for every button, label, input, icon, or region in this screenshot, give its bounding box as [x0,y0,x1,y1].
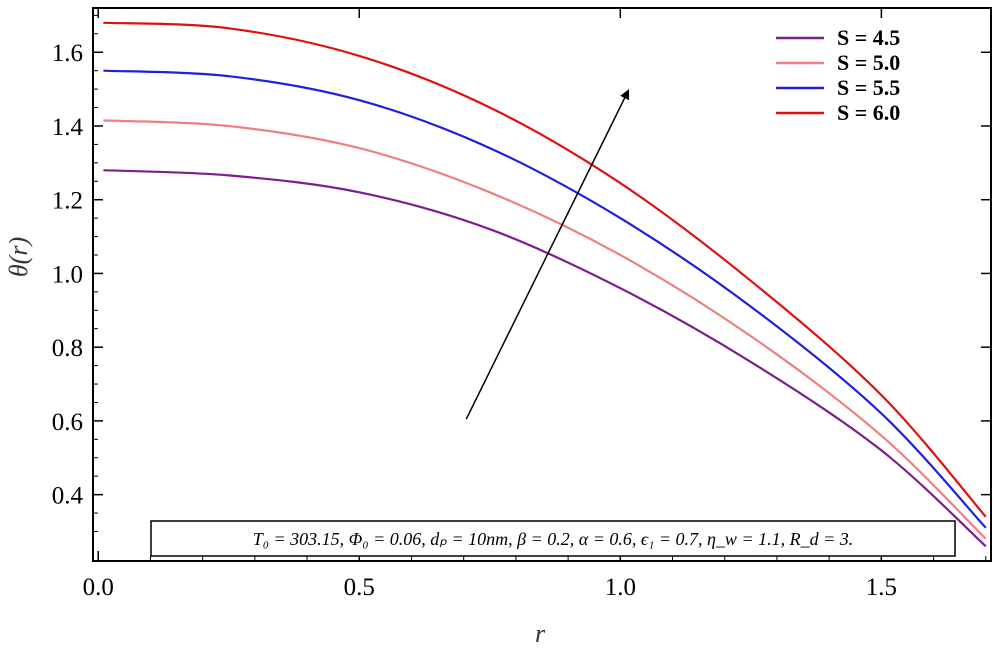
series-lines [103,21,987,548]
y-tick-label: 1.2 [52,188,83,215]
legend-label: S = 4.5 [837,25,900,50]
parameters-box: T₀ = 303.15, Φ₀ = 0.06, dₚ = 10nm, β = 0… [150,520,956,557]
trend-arrow [465,89,630,420]
y-tick-label: 0.4 [52,483,84,510]
x-tick-label: 1.5 [866,574,897,601]
y-axis-label: θ(r) [4,237,33,277]
y-tick-label: 0.8 [52,335,83,362]
parameters-box-frame [150,520,956,557]
series-line [103,119,987,540]
legend: S = 4.5S = 5.0S = 5.5S = 6.0 [776,25,900,125]
x-tick-label: 0.0 [83,574,114,601]
x-tick-label: 1.0 [605,574,636,601]
series-line [103,21,987,518]
y-tick-label: 1.0 [52,261,83,288]
y-tick-label: 1.6 [52,40,83,67]
x-tick-label: 0.5 [344,574,375,601]
y-tick-label: 0.6 [52,409,83,436]
parameters-text: T₀ = 303.15, Φ₀ = 0.06, dₚ = 10nm, β = 0… [253,529,853,549]
legend-label: S = 6.0 [837,100,900,125]
legend-label: S = 5.5 [837,75,900,100]
series-line [103,69,987,529]
axis-ticks: 0.0 0.5 1.0 1.5 0.4 0.6 0.8 1.0 1.2 1.4 1.6 [52,8,991,601]
series-line [103,169,987,548]
y-tick-label: 1.4 [52,114,84,141]
plot-frame [92,7,992,562]
legend-label: S = 5.0 [837,50,900,75]
x-axis-label: r [535,619,546,648]
